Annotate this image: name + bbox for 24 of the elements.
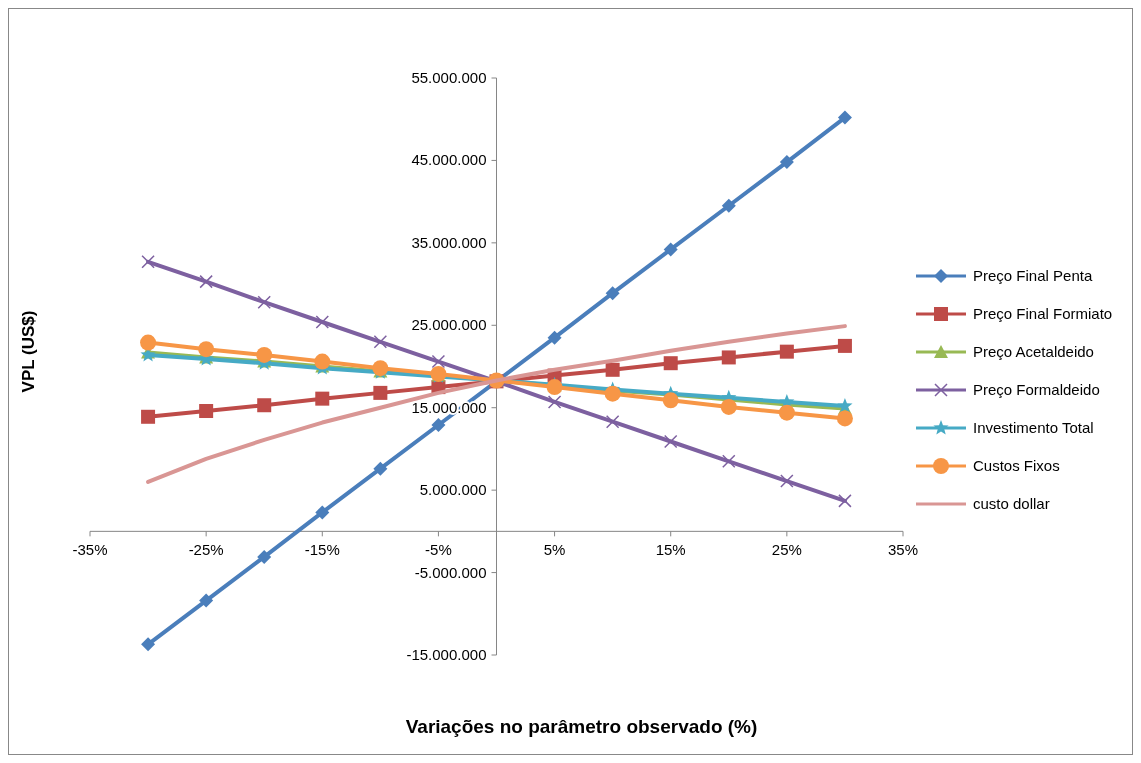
legend-label: Preço Final Penta — [973, 267, 1093, 284]
y-tick-label: -15.000.000 — [406, 646, 487, 663]
y-tick-label: 5.000.000 — [419, 481, 487, 499]
y-tick-label: 25.000.000 — [411, 316, 487, 334]
x-tick-label: 25% — [771, 541, 802, 559]
x-axis-title: Variações no parâmetro observado (%) — [405, 716, 758, 737]
x-tick-label: -15% — [304, 541, 340, 559]
x-tick-label: -25% — [188, 541, 224, 559]
x-tick-label: 35% — [887, 541, 919, 559]
x-tick-label: 5% — [543, 541, 566, 559]
legend-label: custo dollar — [973, 495, 1050, 512]
y-tick-label: -5.000.000 — [414, 563, 487, 581]
legend-label: Preço Formaldeido — [973, 381, 1100, 398]
legend-label: Preço Acetaldeido — [973, 343, 1094, 360]
x-tick-label: -5% — [425, 541, 452, 559]
legend-label: Preço Final Formiato — [973, 305, 1113, 322]
x-tick-label: -35% — [72, 541, 108, 559]
x-tick-label: 15% — [655, 541, 686, 559]
legend-label: Custos Fixos — [973, 457, 1060, 474]
legend-label: Investimento Total — [973, 419, 1094, 436]
y-tick-label: 45.000.000 — [411, 151, 487, 169]
y-tick-label: 55.000.000 — [411, 69, 487, 86]
y-tick-label: 35.000.000 — [411, 233, 487, 251]
y-axis-title: VPL (US$) — [19, 310, 38, 393]
